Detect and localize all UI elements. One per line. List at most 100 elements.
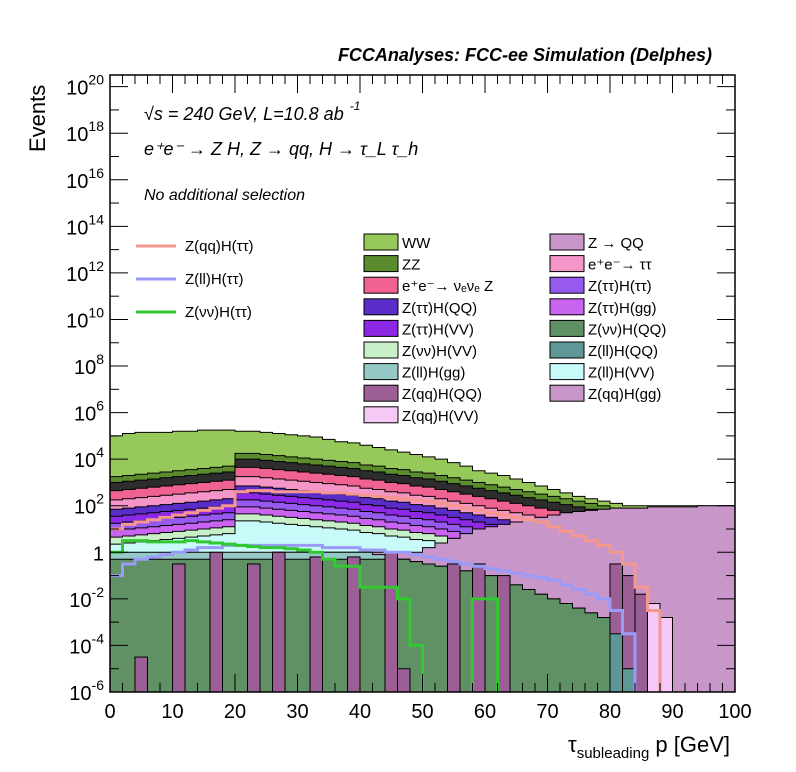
legend-bg2-label-7: Z(qq)H(gg) [588,386,661,403]
legend-bg1-swatch-2 [363,276,399,294]
series-qqqq-bin-3 [247,563,261,692]
legend-bg1-label-0: WW [402,235,431,252]
x-tick-label-10: 10 [161,701,183,723]
series-qqqq-bin-14 [634,593,648,692]
sqrt-symbol: √ [144,104,154,124]
legend-bg2-label-3: Z(ττ)H(gg) [588,300,657,317]
y-tick-label-2: 10-2 [69,584,104,612]
legend-bg2-label-4: Z(νν)H(QQ) [588,321,666,338]
legend-bg2-swatch-0 [549,233,585,251]
x-label-rest: p [GeV] [649,732,730,757]
signal-qqhtt-line [110,489,662,692]
y-tick-label-6: 106 [74,398,104,426]
legend-bg2-label-6: Z(ll)H(VV) [588,365,655,382]
legend-bg1-swatch-6 [363,363,399,381]
series-qqqq-bin-6 [347,556,361,692]
series-qqqq-bin-9 [447,563,461,692]
legend-bg1-label-6: Z(ll)H(gg) [402,365,465,382]
series-qqqq-bin-4 [272,551,286,692]
legend-bg1-swatch-7 [363,384,399,402]
series-qqqq-bin-8 [397,668,411,692]
legend-bg1-label-7: Z(qq)H(QQ) [402,386,482,403]
legend-bg2-label-0: Z → QQ [588,235,644,252]
legend-bg2-swatch-1 [549,255,585,273]
series-qqvv-bin-0 [647,603,661,692]
series-qqvv-bin-1 [659,616,673,692]
signal-llhtt-line [110,543,637,692]
series-qqqq-bin-5 [309,556,323,692]
legend-bg2-label-1: e⁺e⁻→ ττ [588,257,652,274]
legend-bg1-label-5: Z(νν)H(VV) [402,343,477,360]
signal-nnhtt-line [110,539,499,692]
legend-bg1-swatch-1 [363,255,399,273]
y-tick-label-8: 1010 [66,304,104,332]
y-tick-label-12: 1018 [66,118,104,146]
x-tick-label-0: 0 [104,701,115,723]
x-axis-label: τsubleading p [GeV] [568,732,730,762]
x-tick-label-80: 80 [599,701,621,723]
x-tick-label-30: 30 [286,701,308,723]
y-axis-label: Events [25,85,50,152]
annotation-block: √s = 240 GeV, L=10.8 ab -1 e⁺e⁻ → Z H, Z … [144,99,418,204]
legend-bg1-swatch-4 [363,319,399,337]
legend-signal-label-0: Z(qq)H(ττ) [185,238,254,255]
y-tick-label-10: 1014 [66,211,104,239]
legend-bg1-swatch-0 [363,233,399,251]
y-tick-label-0: 10-6 [69,677,104,705]
x-tick-label-90: 90 [661,701,683,723]
legend-bg1-swatch-8 [363,406,399,424]
process-text: e⁺e⁻ → Z H, Z → qq, H → τ_L τ_h [144,139,418,159]
legend-bg2-swatch-2 [549,276,585,294]
legend-bg2-swatch-5 [549,341,585,359]
series-qqqq-bin-0 [134,656,148,692]
x-label-main: τ [568,732,577,757]
legend-bg1-swatch-3 [363,298,399,316]
y-tick-label-3: 1 [93,543,104,565]
chart-title: FCCAnalyses: FCC-ee Simulation (Delphes) [338,45,712,65]
legend-bg2-swatch-4 [549,319,585,337]
legend-bg2-swatch-6 [549,363,585,381]
plot-area [110,429,735,692]
x-label-sub: subleading [577,745,650,762]
series-llqq-bin-0 [609,633,623,692]
energy-s: s [154,104,163,124]
series-qqqq-bin-7 [384,551,398,692]
x-tick-label-60: 60 [474,701,496,723]
legend: Z(qq)H(ττ) Z(ll)H(ττ) Z(νν)H(ττ) WW ZZ e⁺e⁻→ … [136,233,666,425]
selection-text: No additional selection [144,187,305,204]
series-llqq-bin-1 [622,668,636,692]
series-qqqq-bin-2 [209,551,223,692]
series-qqqq-bin-1 [172,563,186,692]
svg-text:√s = 240 GeV, L=10.8 ab-1: √s = 240 GeV, L=10.8 ab -1 [144,99,360,124]
legend-bg1-label-4: Z(ττ)H(VV) [402,321,474,338]
y-tick-label-9: 1012 [66,258,104,286]
legend-signal-label-1: Z(ll)H(ττ) [185,271,244,288]
y-tick-label-11: 1016 [66,165,104,193]
legend-bg1-label-2: e⁺e⁻→ νₑνₑ Z [402,278,493,295]
legend-bg2-label-5: Z(ll)H(QQ) [588,343,658,360]
x-tick-label-100: 100 [718,701,751,723]
legend-bg1-label-8: Z(qq)H(VV) [402,408,479,425]
y-tick-label-7: 108 [74,351,104,379]
lumi-exponent: -1 [350,99,361,113]
legend-signal-label-2: Z(νν)H(ττ) [185,304,252,321]
y-tick-label-5: 104 [74,444,104,472]
legend-bg2-swatch-3 [549,298,585,316]
energy-text: = 240 GeV, L=10.8 ab [163,104,344,124]
y-tick-label-4: 102 [74,491,104,519]
y-tick-label-13: 1020 [66,72,104,100]
x-tick-label-20: 20 [224,701,246,723]
series-qqqq-bin-11 [497,575,511,692]
x-tick-label-40: 40 [349,701,371,723]
legend-bg1-label-1: ZZ [402,257,420,274]
x-tick-label-70: 70 [536,701,558,723]
x-tick-label-50: 50 [411,701,433,723]
svg-text:τsubleading p [GeV]: τsubleading p [GeV] [568,732,730,762]
y-tick-label-1: 10-4 [69,630,104,658]
legend-bg2-label-2: Z(ττ)H(ττ) [588,278,652,295]
legend-bg2-swatch-7 [549,384,585,402]
axis-ticks: 0 10 20 30 40 50 60 70 80 90 10010-610-410-2110210… [66,72,752,723]
legend-bg1-swatch-5 [363,341,399,359]
svg-text:Events: Events [25,85,50,152]
